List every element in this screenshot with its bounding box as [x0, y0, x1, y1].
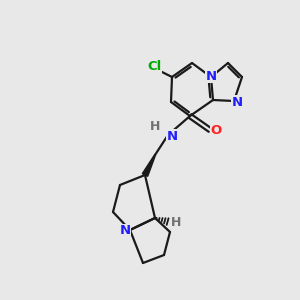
Polygon shape [142, 155, 155, 176]
Text: N: N [206, 70, 217, 83]
Text: H: H [150, 119, 160, 133]
Text: O: O [210, 124, 222, 136]
Text: H: H [171, 215, 181, 229]
Text: Cl: Cl [147, 61, 161, 74]
Text: N: N [119, 224, 130, 238]
Text: N: N [231, 95, 243, 109]
Text: N: N [167, 130, 178, 142]
